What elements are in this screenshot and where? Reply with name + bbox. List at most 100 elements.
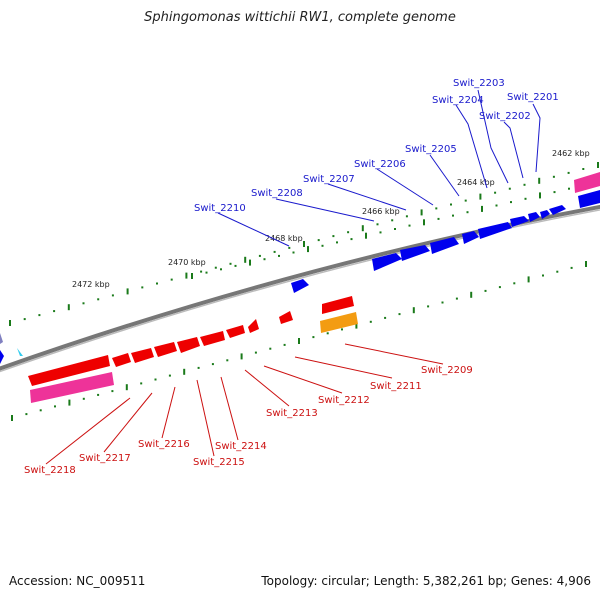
gene-swit-2208b-arrow[interactable]	[372, 253, 402, 271]
gene-label-swit-2209[interactable]: Swit_2209	[421, 365, 473, 376]
gene-label-swit-2203[interactable]: Swit_2203	[453, 78, 505, 89]
misc-feature-purple[interactable]	[0, 333, 3, 344]
rna-feature-right[interactable]	[574, 172, 600, 193]
gene-label-swit-2207[interactable]: Swit_2207	[303, 174, 355, 185]
tick-mark	[494, 191, 497, 194]
tick-mark	[332, 235, 335, 238]
tick-mark	[154, 378, 157, 381]
tick-mark	[361, 225, 364, 232]
gene-label-swit-2210[interactable]: Swit_2210	[194, 203, 246, 214]
tick-mark	[214, 266, 217, 269]
gene-swit-2201-arrow[interactable]	[549, 205, 566, 215]
tick-mark	[168, 374, 171, 377]
gene-label-swit-2213[interactable]: Swit_2213	[266, 408, 318, 419]
leader-2207	[327, 183, 407, 211]
tick-mark	[384, 316, 387, 319]
tick-mark	[244, 256, 247, 263]
tick-mark	[321, 244, 324, 247]
leader-2206	[376, 168, 434, 206]
gene-swit-2207-arrow[interactable]	[430, 237, 459, 254]
tick-mark	[111, 294, 114, 297]
tick-mark	[585, 261, 587, 267]
tick-mark	[54, 405, 56, 408]
ruler-label-2466: 2466 kbp	[362, 207, 400, 216]
tick-mark	[205, 271, 208, 274]
tick-mark	[25, 413, 28, 416]
tick-mark	[82, 302, 85, 305]
misc-feature-cyan[interactable]	[17, 348, 23, 356]
gene-swit-2217-arrow[interactable]	[131, 348, 154, 363]
tick-mark	[570, 266, 573, 269]
tick-mark	[513, 282, 516, 285]
gene-label-swit-2216[interactable]: Swit_2216	[138, 439, 190, 450]
genome-summary: Topology: circular; Length: 5,382,261 bp…	[261, 574, 591, 588]
gene-swit-2205-arrow[interactable]	[478, 222, 512, 239]
tick-mark	[567, 171, 570, 174]
tick-mark	[347, 231, 350, 234]
tick-mark	[523, 183, 526, 186]
gene-swit-2203-arrow[interactable]	[540, 210, 550, 219]
gene-label-swit-2211[interactable]: Swit_2211	[370, 381, 422, 392]
rna-feature-left[interactable]	[30, 372, 114, 403]
gene-swit-2206-arrow[interactable]	[462, 231, 479, 244]
gene-swit-2218-arrow[interactable]	[28, 355, 110, 386]
leader-2209	[344, 343, 444, 365]
gene-label-swit-2201[interactable]: Swit_2201	[507, 92, 559, 103]
tick-mark	[427, 305, 430, 308]
gene-swit-2204b-arrow[interactable]	[510, 216, 529, 227]
tick-mark	[484, 289, 487, 292]
gene-label-swit-2205[interactable]: Swit_2205	[405, 144, 457, 155]
gene-label-swit-2218[interactable]: Swit_2218	[24, 465, 76, 476]
tick-mark	[481, 205, 483, 212]
gene-label-swit-2217[interactable]: Swit_2217	[79, 453, 131, 464]
leader-2214	[220, 376, 239, 441]
gene-swit-2204-arrow[interactable]	[528, 212, 540, 222]
tick-mark	[292, 251, 295, 254]
gene-swit-2217b-arrow[interactable]	[112, 353, 131, 367]
tick-mark	[197, 366, 200, 369]
gene-label-swit-2206[interactable]: Swit_2206	[354, 159, 406, 170]
tick-mark	[379, 231, 382, 234]
gene-label-swit-2208[interactable]: Swit_2208	[251, 188, 303, 199]
tick-mark	[391, 219, 394, 222]
tick-mark	[141, 286, 144, 289]
gene-label-swit-2202[interactable]: Swit_2202	[479, 111, 531, 122]
top-leader-lines	[217, 89, 541, 247]
gene-swit-2213-arrow[interactable]	[226, 325, 245, 338]
gene-swit-2215-arrow[interactable]	[177, 337, 200, 353]
tick-mark	[170, 278, 173, 281]
gene-swit-2209-arrow[interactable]	[322, 296, 354, 314]
tick-mark	[23, 318, 26, 321]
tick-mark	[317, 239, 320, 242]
gene-left-forward-arrow[interactable]	[0, 350, 4, 364]
gene-label-swit-2212[interactable]: Swit_2212	[318, 395, 370, 406]
leader-2204	[455, 104, 488, 189]
gene-swit-2216-arrow[interactable]	[154, 342, 177, 357]
map-title: Sphingomonas wittichii RW1, complete gen…	[144, 10, 456, 25]
gene-label-swit-2204[interactable]: Swit_2204	[432, 95, 484, 106]
tick-mark	[510, 201, 512, 204]
gene-label-swit-2215[interactable]: Swit_2215	[193, 457, 245, 468]
reverse-genes	[28, 296, 354, 386]
tick-mark	[420, 209, 423, 216]
misc-feature-orange[interactable]	[320, 312, 358, 333]
tick-mark	[542, 274, 544, 277]
tick-mark	[125, 384, 128, 391]
gene-swit-2214-arrow[interactable]	[200, 331, 225, 346]
tick-mark	[200, 270, 203, 273]
gene-swit-2208-arrow[interactable]	[400, 245, 430, 261]
tick-mark	[556, 270, 559, 273]
tick-mark	[568, 187, 570, 190]
gene-label-swit-2214[interactable]: Swit_2214	[215, 441, 267, 452]
gene-swit-2212-arrow[interactable]	[248, 319, 259, 333]
gene-swit-2210-arrow[interactable]	[291, 279, 309, 293]
tick-mark	[376, 223, 379, 226]
tick-mark	[191, 273, 193, 279]
tick-mark	[226, 359, 229, 362]
gene-swit-2211-arrow[interactable]	[279, 311, 293, 324]
tick-mark	[450, 203, 452, 206]
gene-swit-2202-arrow[interactable]	[578, 190, 600, 208]
leader-2217	[103, 392, 153, 453]
accession-label: Accession: NC_009511	[9, 574, 146, 588]
